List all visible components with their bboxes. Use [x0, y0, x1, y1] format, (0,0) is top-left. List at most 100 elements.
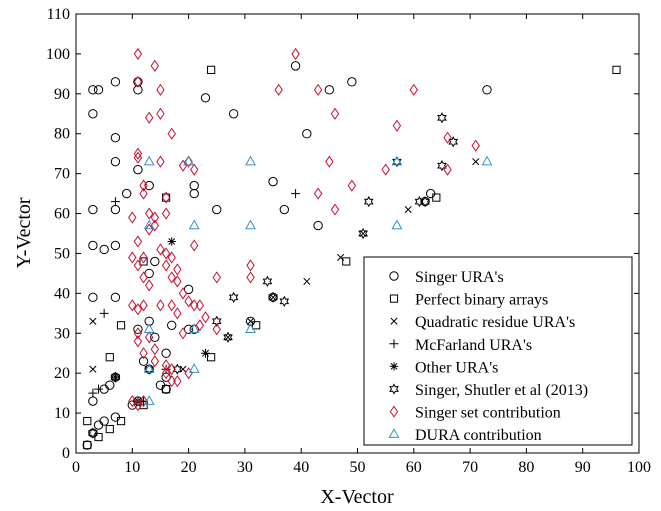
- legend-marker-plus: [389, 339, 399, 349]
- x-tick-label: 40: [293, 459, 309, 476]
- series-hexagram: [88, 112, 459, 439]
- data-point-square: [116, 416, 126, 426]
- data-point-diamond: [190, 163, 199, 176]
- data-point-plus: [200, 348, 210, 358]
- data-point-diamond: [133, 327, 143, 340]
- data-point-diamond: [156, 107, 165, 120]
- x-tick-label: 0: [72, 459, 80, 476]
- data-point-x: [404, 206, 412, 214]
- legend-label: Singer set contribution: [415, 405, 561, 422]
- legend-marker-triangle: [388, 428, 400, 438]
- data-point-diamond: [128, 299, 137, 312]
- data-point-diamond: [144, 331, 154, 344]
- data-point-circle: [150, 256, 160, 267]
- data-point-triangle: [143, 363, 155, 373]
- data-point-diamond: [128, 211, 137, 224]
- data-point-diamond: [212, 323, 221, 336]
- data-point-diamond: [167, 299, 176, 312]
- legend-label: Singer URA's: [415, 269, 504, 286]
- data-point-diamond: [190, 299, 199, 312]
- data-point-diamond: [150, 59, 160, 72]
- data-point-hexagram: [223, 331, 233, 343]
- data-point-diamond: [133, 75, 143, 88]
- data-point-diamond: [167, 127, 176, 140]
- y-tick-label: 20: [54, 365, 70, 382]
- legend-label: McFarland URA's: [415, 337, 532, 354]
- data-point-diamond: [178, 159, 188, 172]
- data-point-hexagram: [262, 275, 273, 288]
- data-point-diamond: [133, 47, 143, 60]
- y-tick-label: 40: [54, 285, 70, 302]
- y-tick-label: 90: [54, 86, 70, 103]
- data-point-circle: [105, 380, 115, 390]
- data-point-diamond: [128, 251, 137, 264]
- data-point-triangle: [391, 219, 403, 230]
- data-point-hexagram: [110, 371, 121, 383]
- y-tick-label: 50: [54, 245, 70, 262]
- data-point-diamond: [156, 155, 165, 168]
- data-point-square: [161, 385, 171, 394]
- data-point-hexagram: [268, 291, 278, 303]
- data-point-diamond: [443, 163, 452, 176]
- data-point-triangle: [143, 155, 155, 166]
- data-point-square: [139, 257, 148, 266]
- data-point-square: [105, 424, 114, 434]
- x-tick-label: 70: [462, 459, 478, 476]
- data-point-diamond: [178, 287, 188, 300]
- data-point-diamond: [178, 327, 188, 340]
- data-point-triangle: [245, 219, 256, 230]
- data-point-circle: [212, 204, 222, 215]
- data-point-circle: [302, 129, 312, 139]
- data-point-square: [83, 440, 92, 450]
- data-point-circle: [144, 316, 154, 326]
- data-point-diamond: [161, 259, 171, 272]
- data-point-diamond: [133, 303, 143, 316]
- data-point-diamond: [167, 375, 176, 388]
- data-point-square: [252, 321, 261, 330]
- legend-label: Quadratic residue URA's: [415, 314, 575, 331]
- data-point-diamond: [325, 155, 334, 168]
- data-point-hexagram: [279, 295, 290, 307]
- data-point-x: [472, 158, 480, 166]
- data-point-square: [612, 65, 621, 74]
- data-point-diamond: [201, 311, 210, 324]
- data-point-diamond: [133, 335, 143, 348]
- data-point-hexagram: [228, 291, 239, 303]
- data-point-diamond: [161, 207, 171, 220]
- data-point-diamond: [144, 111, 154, 124]
- data-point-plus: [94, 384, 104, 394]
- data-point-circle: [133, 324, 143, 334]
- data-point-diamond: [313, 187, 323, 200]
- series-plus: [88, 189, 301, 406]
- data-point-circle: [121, 188, 132, 199]
- data-point-diamond: [167, 271, 176, 284]
- data-point-square: [207, 353, 216, 362]
- data-point-diamond: [184, 295, 193, 308]
- data-point-diamond: [156, 83, 165, 96]
- data-point-diamond: [195, 319, 205, 332]
- data-point-triangle: [481, 155, 493, 166]
- y-tick-label: 100: [46, 46, 70, 63]
- data-point-triangle: [188, 363, 200, 373]
- data-point-triangle: [143, 219, 155, 230]
- data-point-circle: [99, 244, 109, 255]
- data-point-circle: [347, 77, 357, 87]
- data-point-circle: [88, 240, 98, 251]
- data-point-x: [89, 317, 97, 325]
- data-point-circle: [88, 85, 98, 95]
- data-point-circle: [279, 204, 290, 215]
- data-point-triangle: [143, 395, 155, 405]
- legend-label: Perfect binary arrays: [415, 292, 548, 309]
- data-point-triangle: [143, 323, 155, 333]
- data-point-diamond: [184, 367, 193, 380]
- data-point-hexagram: [437, 160, 447, 172]
- data-point-circle: [161, 348, 171, 358]
- x-tick-label: 100: [627, 459, 651, 476]
- data-point-diamond: [161, 359, 171, 372]
- data-point-x: [303, 277, 311, 285]
- data-point-circle: [324, 85, 335, 95]
- data-point-diamond: [274, 83, 283, 96]
- data-point-triangle: [188, 219, 200, 230]
- data-point-diamond: [246, 271, 255, 284]
